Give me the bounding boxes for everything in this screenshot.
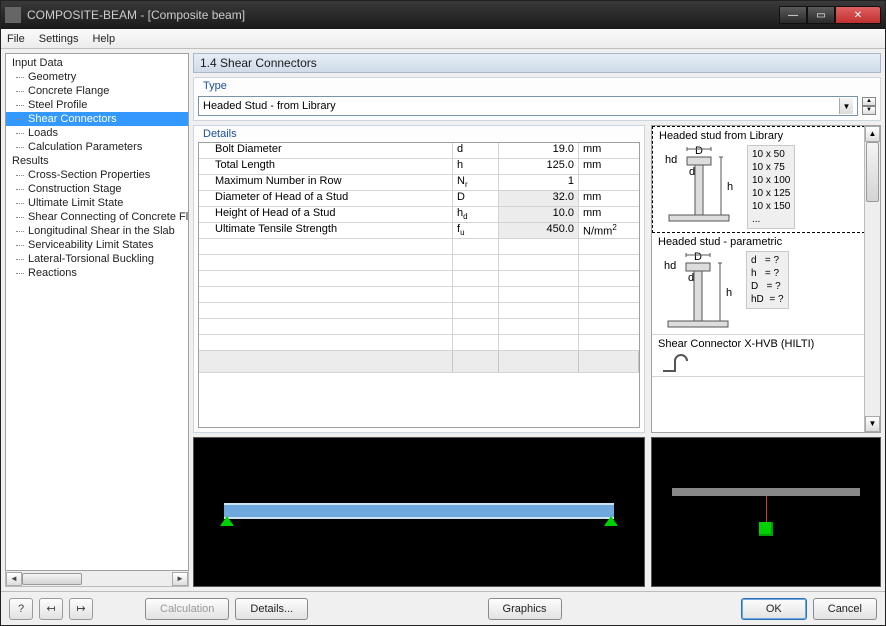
beam-graphic <box>224 503 614 519</box>
connector-line <box>766 496 767 524</box>
scroll-down-icon[interactable]: ▼ <box>865 416 880 432</box>
help-button[interactable]: ? <box>9 598 33 620</box>
type-legend: Type <box>200 80 230 92</box>
tree-item[interactable]: Cross-Section Properties <box>6 168 188 182</box>
type-fieldset: Type Headed Stud - from Library ▼ ▲▼ <box>193 77 881 121</box>
library-item-xhvb[interactable]: Shear Connector X-HVB (HILTI) <box>652 335 880 377</box>
menu-help[interactable]: Help <box>92 33 115 45</box>
navigator-pane: Input Data GeometryConcrete FlangeSteel … <box>5 53 189 587</box>
scroll-right-icon[interactable]: ► <box>172 572 188 586</box>
svg-text:hd: hd <box>664 260 676 272</box>
svg-text:h: h <box>727 181 733 193</box>
window-title: COMPOSITE-BEAM - [Composite beam] <box>27 8 779 22</box>
tree-item[interactable]: Shear Connectors <box>6 112 188 126</box>
svg-text:h: h <box>726 287 732 299</box>
chevron-down-icon[interactable]: ▼ <box>839 98 853 114</box>
scroll-thumb[interactable] <box>22 573 82 585</box>
app-window: COMPOSITE-BEAM - [Composite beam] — ▭ ✕ … <box>0 0 886 626</box>
beam-preview <box>193 437 645 587</box>
cancel-button[interactable]: Cancel <box>813 598 877 620</box>
support-left-icon <box>220 516 234 526</box>
stud-sizes: 10 x 50 10 x 75 10 x 100 10 x 125 10 x 1… <box>747 145 795 229</box>
tree-item[interactable]: Construction Stage <box>6 182 188 196</box>
app-icon <box>5 7 21 23</box>
ok-button[interactable]: OK <box>741 598 807 620</box>
library-item-headed-stud-lib[interactable]: Headed stud from Library D h hd <box>652 126 880 233</box>
tree-item[interactable]: Calculation Parameters <box>6 140 188 154</box>
type-value: Headed Stud - from Library <box>203 100 336 112</box>
tree-item[interactable]: Steel Profile <box>6 98 188 112</box>
tree-item[interactable]: Ultimate Limit State <box>6 196 188 210</box>
section-heading: 1.4 Shear Connectors <box>193 53 881 73</box>
tree-item[interactable]: Reactions <box>6 266 188 280</box>
footer-bar: ? ↤ ↦ Calculation Details... Graphics OK… <box>1 591 885 625</box>
menu-settings[interactable]: Settings <box>39 33 79 45</box>
svg-text:D: D <box>695 145 703 157</box>
table-row[interactable]: Diameter of Head of a StudD32.0mm <box>199 191 639 207</box>
svg-text:hd: hd <box>665 154 677 166</box>
details-legend: Details <box>200 128 642 140</box>
nav-tree[interactable]: Input Data GeometryConcrete FlangeSteel … <box>5 53 189 571</box>
slab-graphic <box>672 488 860 496</box>
menu-file[interactable]: File <box>7 33 25 45</box>
scroll-thumb[interactable] <box>866 142 879 202</box>
details-button[interactable]: Details... <box>235 598 308 620</box>
menubar: File Settings Help <box>1 29 885 49</box>
table-row[interactable]: Maximum Number in RowNr1 <box>199 175 639 191</box>
type-spinner[interactable]: ▲▼ <box>862 97 876 115</box>
svg-text:d: d <box>688 272 694 284</box>
stud-diagram-icon: D h hd d <box>659 145 739 225</box>
maximize-button[interactable]: ▭ <box>807 6 835 24</box>
tree-item[interactable]: Loads <box>6 126 188 140</box>
tree-group-input: Input Data <box>6 56 188 70</box>
stud-params: d = ? h = ? D = ? hD = ? <box>746 251 789 309</box>
connector-preview <box>651 437 881 587</box>
table-row[interactable]: Bolt Diameterd19.0mm <box>199 143 639 159</box>
type-combobox[interactable]: Headed Stud - from Library ▼ <box>198 96 858 116</box>
library-vscrollbar[interactable]: ▲ ▼ <box>864 126 880 432</box>
connector-graphic <box>759 522 773 536</box>
content-pane: 1.4 Shear Connectors Type Headed Stud - … <box>193 53 881 587</box>
hvb-icon <box>658 353 698 373</box>
minimize-button[interactable]: — <box>779 6 807 24</box>
tree-group-results: Results <box>6 154 188 168</box>
prev-button[interactable]: ↤ <box>39 598 63 620</box>
tree-item[interactable]: Concrete Flange <box>6 84 188 98</box>
tree-item[interactable]: Longitudinal Shear in the Slab <box>6 224 188 238</box>
calculation-button[interactable]: Calculation <box>145 598 229 620</box>
svg-text:D: D <box>694 251 702 263</box>
library-item-headed-stud-param[interactable]: Headed stud - parametric D h hd <box>652 233 880 335</box>
tree-hscrollbar[interactable]: ◄ ► <box>5 571 189 587</box>
svg-text:d: d <box>689 166 695 178</box>
scroll-left-icon[interactable]: ◄ <box>6 572 22 586</box>
next-button[interactable]: ↦ <box>69 598 93 620</box>
stud-diagram-icon: D h hd d <box>658 251 738 331</box>
scroll-up-icon[interactable]: ▲ <box>865 126 880 142</box>
connector-library[interactable]: Headed stud from Library D h hd <box>651 125 881 433</box>
titlebar: COMPOSITE-BEAM - [Composite beam] — ▭ ✕ <box>1 1 885 29</box>
table-row[interactable]: Height of Head of a Studhd10.0mm <box>199 207 639 223</box>
tree-item[interactable]: Geometry <box>6 70 188 84</box>
table-row[interactable]: Total Lengthh125.0mm <box>199 159 639 175</box>
close-button[interactable]: ✕ <box>835 6 881 24</box>
graphics-button[interactable]: Graphics <box>488 598 562 620</box>
support-right-icon <box>604 516 618 526</box>
details-table[interactable]: Bolt Diameterd19.0mmTotal Lengthh125.0mm… <box>198 142 640 428</box>
tree-item[interactable]: Lateral-Torsional Buckling <box>6 252 188 266</box>
table-row[interactable]: Ultimate Tensile Strengthfu450.0N/mm2 <box>199 223 639 239</box>
tree-item[interactable]: Shear Connecting of Concrete Flange <box>6 210 188 224</box>
tree-item[interactable]: Serviceability Limit States <box>6 238 188 252</box>
